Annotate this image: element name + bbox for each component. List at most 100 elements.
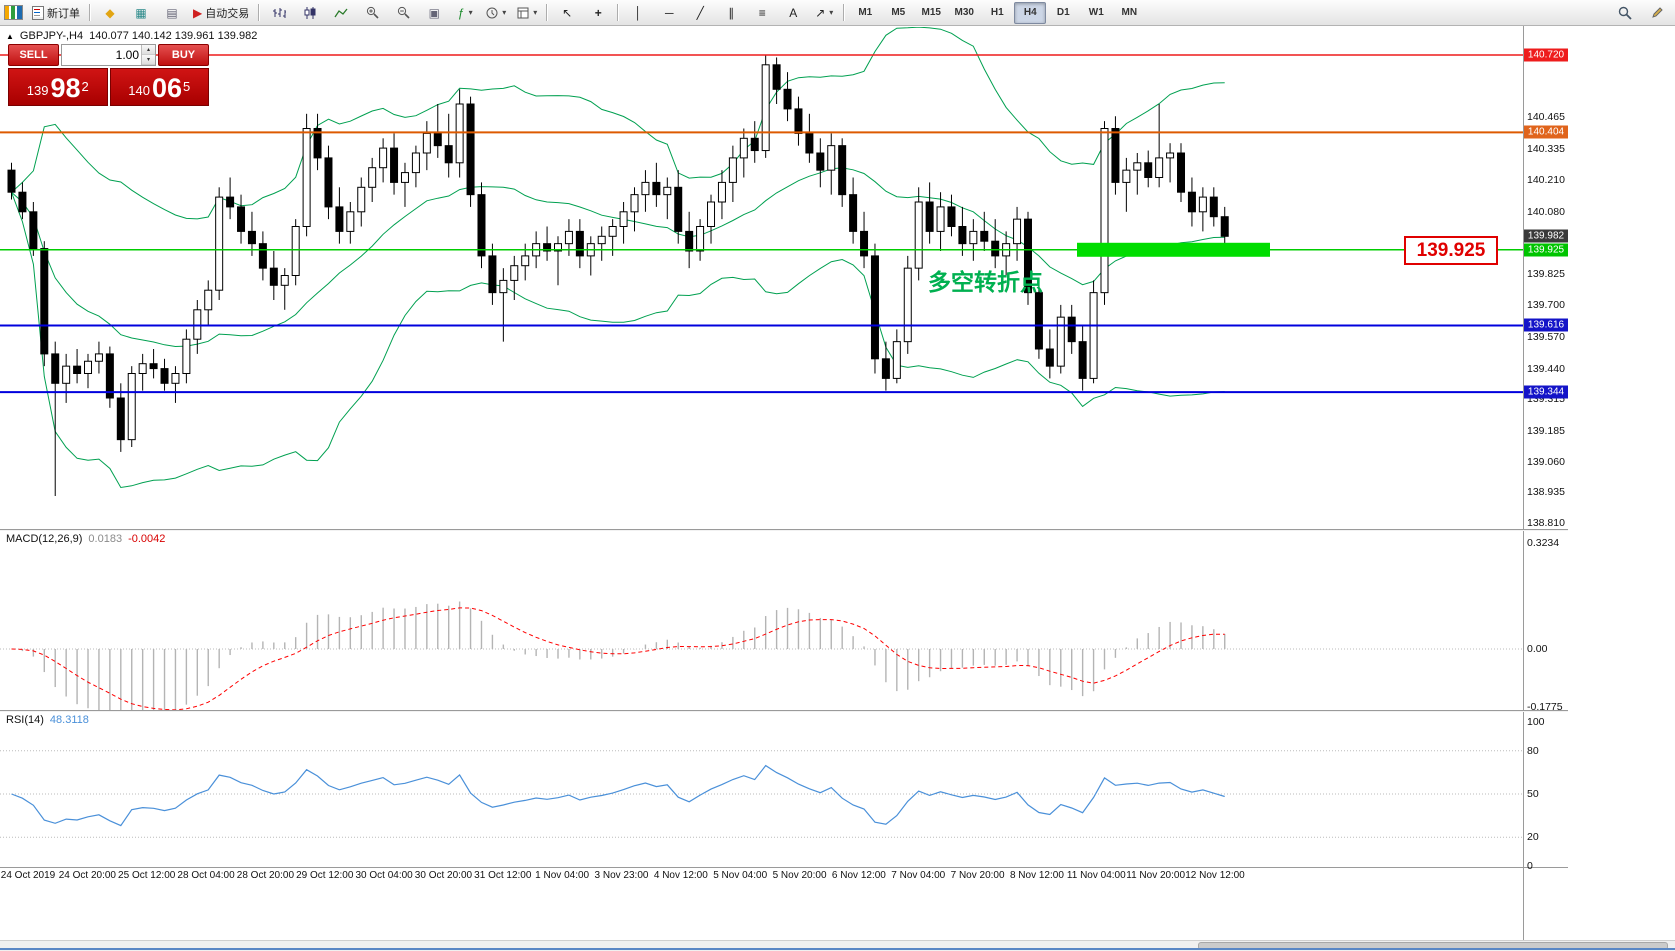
horizontal-line-tool-button[interactable]: ─ — [654, 2, 684, 24]
sell-price-whole: 139 — [26, 83, 49, 99]
timeframe-h1-button[interactable]: H1 — [990, 7, 1004, 18]
market-watch-icon: ▦ — [135, 5, 147, 20]
timeframe-d1-button[interactable]: D1 — [1056, 7, 1070, 18]
line-chart-icon — [334, 8, 348, 17]
time-axis-label: 31 Oct 12:00 — [474, 870, 532, 881]
auto-trading-button[interactable]: ▶ 自动交易 — [188, 2, 254, 24]
buy-button[interactable]: BUY — [158, 44, 209, 66]
collapse-icon[interactable]: ▲ — [6, 31, 14, 41]
bar-chart-button[interactable] — [264, 2, 294, 24]
volume-input[interactable] — [62, 45, 141, 65]
rsi-axis-label: 20 — [1527, 831, 1539, 844]
macd-signal-value: -0.0042 — [128, 533, 166, 545]
market-watch-button[interactable]: ▦ — [126, 2, 156, 24]
candlestick-chart-button[interactable] — [295, 2, 325, 24]
toolbar-separator — [258, 4, 261, 21]
clock-icon — [486, 7, 498, 18]
channel-tool-button[interactable]: ∥ — [716, 2, 746, 24]
chevron-down-icon: ▾ — [829, 8, 834, 17]
price-axis-tag: 139.344 — [1524, 385, 1568, 399]
macd-value: 0.0183 — [88, 533, 123, 545]
chart-header: ▲ GBPJPY-,H4 140.077 140.142 139.961 139… — [6, 30, 257, 42]
new-order-icon — [32, 5, 44, 20]
tile-windows-button[interactable]: ▣ — [419, 2, 449, 24]
time-axis-label: 1 Nov 04:00 — [535, 870, 590, 881]
horizontal-scrollbar[interactable] — [0, 940, 1675, 951]
crosshair-icon: + — [594, 5, 602, 20]
price-axis-label: 139.700 — [1527, 298, 1565, 311]
arrows-tool-button[interactable]: ↗ ▾ — [809, 2, 839, 24]
rsi-panel-splitter[interactable] — [0, 710, 1568, 712]
tile-windows-icon: ▣ — [428, 5, 440, 20]
cursor-tool-button[interactable]: ↖ — [552, 2, 582, 24]
zoom-out-icon — [397, 6, 410, 19]
trendline-icon: ╱ — [696, 5, 704, 20]
macd-label: MACD(12,26,9) 0.0183 -0.0042 — [6, 533, 165, 545]
toolbar-separator — [843, 4, 846, 21]
price-axis-tag: 139.925 — [1524, 243, 1568, 257]
time-axis-label: 7 Nov 20:00 — [950, 870, 1005, 881]
zoom-in-icon — [366, 6, 379, 19]
price-axis-tag: 139.616 — [1524, 318, 1568, 332]
timeframes-menu-button[interactable]: ▾ — [481, 2, 511, 24]
sell-price[interactable]: 139 98 2 — [8, 68, 108, 106]
profiles-button[interactable]: ◆ — [95, 2, 125, 24]
search-icon — [1618, 6, 1632, 20]
search-button[interactable] — [1610, 2, 1640, 24]
fibonacci-icon: ≡ — [758, 5, 766, 20]
templates-button[interactable]: ▾ — [512, 2, 542, 24]
volume-down-button[interactable]: ▾ — [142, 55, 155, 65]
price-axis-label: 140.080 — [1527, 205, 1565, 218]
window-bottom-edge — [0, 948, 1675, 950]
timeframe-m15-button[interactable]: M15 — [921, 7, 941, 18]
bar-chart-icon — [273, 7, 287, 18]
price-callout[interactable]: 139.925 — [1404, 236, 1498, 265]
timeframe-w1-button[interactable]: W1 — [1088, 7, 1104, 18]
edit-button[interactable] — [1642, 2, 1672, 24]
data-window-button[interactable]: ▤ — [157, 2, 187, 24]
toolbar-right-group — [1610, 2, 1672, 24]
price-axis-label: 139.440 — [1527, 362, 1565, 375]
timeframe-m1-button[interactable]: M1 — [858, 7, 873, 18]
profiles-icon: ◆ — [105, 5, 115, 20]
price-axis-tag: 140.720 — [1524, 48, 1568, 62]
time-axis-label: 30 Oct 20:00 — [414, 870, 473, 881]
macd-axis-label: -0.1775 — [1527, 701, 1563, 714]
time-axis-label: 28 Oct 04:00 — [177, 870, 235, 881]
fibonacci-tool-button[interactable]: ≡ — [747, 2, 777, 24]
chart-text-annotation[interactable]: 多空转折点 — [928, 269, 1043, 295]
chevron-down-icon: ▾ — [502, 8, 507, 17]
price-axis-label: 140.210 — [1527, 173, 1565, 186]
volume-up-button[interactable]: ▴ — [142, 45, 155, 55]
line-chart-button[interactable] — [326, 2, 356, 24]
indicators-button[interactable]: ƒ ▾ — [450, 2, 480, 24]
price-axis-tag: 140.404 — [1524, 125, 1568, 139]
price-axis-tag: 139.982 — [1524, 229, 1568, 243]
timeframe-h4-button[interactable]: H4 — [1014, 1, 1047, 24]
time-axis-label: 24 Oct 2019 — [0, 870, 56, 881]
macd-panel-splitter[interactable] — [0, 529, 1568, 531]
buy-price[interactable]: 140 06 5 — [109, 68, 209, 106]
timeframe-m5-button[interactable]: M5 — [891, 7, 906, 18]
zoom-out-button[interactable] — [388, 2, 418, 24]
time-axis-label: 5 Nov 04:00 — [713, 870, 768, 881]
sell-button[interactable]: SELL — [8, 44, 59, 66]
new-order-button[interactable]: 新订单 — [27, 2, 85, 24]
timeframe-m30-button[interactable]: M30 — [954, 7, 974, 18]
rsi-axis-label: 50 — [1527, 788, 1539, 800]
rsi-name: RSI(14) — [6, 714, 44, 726]
price-axis-label: 139.060 — [1527, 455, 1565, 468]
app-logo-icon — [4, 5, 23, 20]
time-axis-label: 25 Oct 12:00 — [118, 870, 176, 881]
channel-icon: ∥ — [728, 5, 735, 20]
zoom-in-button[interactable] — [357, 2, 387, 24]
crosshair-tool-button[interactable]: + — [583, 2, 613, 24]
trendline-tool-button[interactable]: ╱ — [685, 2, 715, 24]
chevron-down-icon: ▾ — [533, 8, 538, 17]
text-tool-button[interactable]: A — [778, 2, 808, 24]
time-axis-label: 6 Nov 12:00 — [831, 870, 886, 881]
price-axis-label: 139.825 — [1527, 268, 1565, 281]
vertical-line-tool-button[interactable]: │ — [623, 2, 653, 24]
timeframe-mn-button[interactable]: MN — [1121, 7, 1138, 18]
